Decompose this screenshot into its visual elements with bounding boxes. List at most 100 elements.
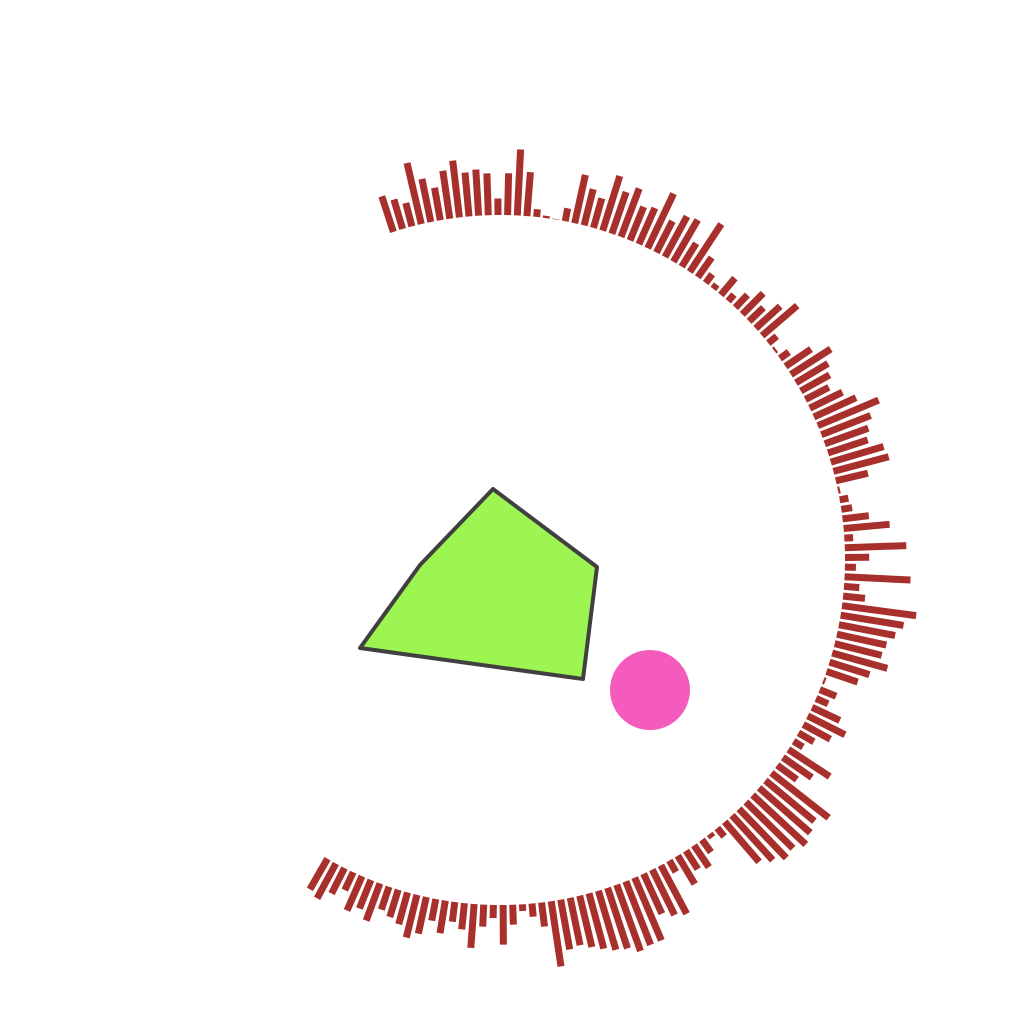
radial-bar [722,819,762,865]
radial-bar [683,848,701,871]
radial-bar [657,863,690,916]
radial-bar [461,172,473,217]
pink-circle [610,650,690,730]
radial-bar [822,677,827,685]
radial-bar [783,346,813,370]
radial-bar [547,900,565,967]
radial-bar [557,898,574,951]
radial-bar [622,880,654,947]
radial-bar [402,202,416,228]
radial-bar [631,876,665,942]
radial-bar [670,218,701,264]
radial-bar [576,894,596,948]
radial-bar [390,198,406,230]
radial-bar [328,866,348,896]
radial-bar [759,302,800,339]
radial-bar [580,188,597,227]
radial-bar [844,542,907,552]
radial-bar [694,255,715,280]
radial-bar [791,738,805,750]
radial-bar [786,746,832,780]
radial-bar [766,333,780,346]
radial-bar-ring [306,149,917,967]
radial-bar [814,695,830,708]
radial-bar [513,149,525,216]
radial-bar [842,512,870,523]
radial-bar [678,241,700,269]
radial-bar [756,785,813,836]
radial-bar [736,806,789,861]
radial-bar [566,897,584,946]
radial-bar [653,219,676,255]
radial-bar [714,825,727,839]
radial-bar [341,870,357,892]
radial-bar [746,305,766,324]
radial-bar [739,290,766,317]
radial-bar [599,174,624,232]
radial-bar [626,205,647,242]
radial-bar [843,520,890,532]
radial-bar [604,886,631,950]
radial-bar [812,394,858,421]
radial-bar [769,770,831,821]
radial-bar [842,592,866,602]
radial-bar [718,275,738,298]
radial-bar [306,857,331,892]
radial-bar [472,169,483,216]
radial-bar [823,424,870,448]
radial-bar [523,171,534,217]
radial-bar [810,704,842,724]
radial-bar [644,192,677,250]
radial-bar [585,892,608,950]
radial-bar [837,486,841,494]
radial-bar [649,868,678,917]
radial-bar [414,896,430,935]
radial-bar [395,891,411,926]
radial-bar [467,903,478,949]
radial-bar [561,207,572,222]
radial-bar [832,453,890,475]
radial-bar [528,903,537,918]
radial-bar [661,214,691,259]
radial-bar [775,762,799,783]
radial-bar [458,902,468,930]
radial-bar [483,173,492,216]
radial-bar [840,611,905,629]
radial-bar [640,872,666,916]
radial-bar [829,443,885,466]
green-pentagon [358,487,599,681]
radial-bar [691,843,712,870]
radial-bar [674,853,698,886]
radial-bar [844,573,911,584]
radial-bar [509,904,517,925]
radial-bar [844,534,854,542]
radial-bar [808,389,844,412]
radial-bar [362,882,384,922]
radial-bar [617,187,643,239]
radial-bar [377,885,393,911]
radial-bar [826,436,869,457]
radial-bar [571,174,589,224]
radial-bar [777,349,791,362]
radial-bar [729,813,776,863]
radial-bar [608,190,630,235]
radial-bar [799,371,832,395]
radial-bar [841,602,917,620]
radial-bar [836,630,888,649]
radial-bar [831,649,889,672]
radial-bar [418,178,435,223]
radial-bar [796,729,816,745]
radial-bar [772,346,779,354]
radial-bar [343,874,366,912]
radial-bar [402,893,421,939]
radial-bar [479,904,488,927]
radial-bar [843,582,860,592]
radial-bar [818,686,838,700]
radial-bar [710,282,720,292]
radial-bar [743,799,796,851]
radial-bar [750,792,809,847]
radial-bar [595,889,620,951]
radial-bar [803,384,831,403]
radial-bar [403,162,425,225]
